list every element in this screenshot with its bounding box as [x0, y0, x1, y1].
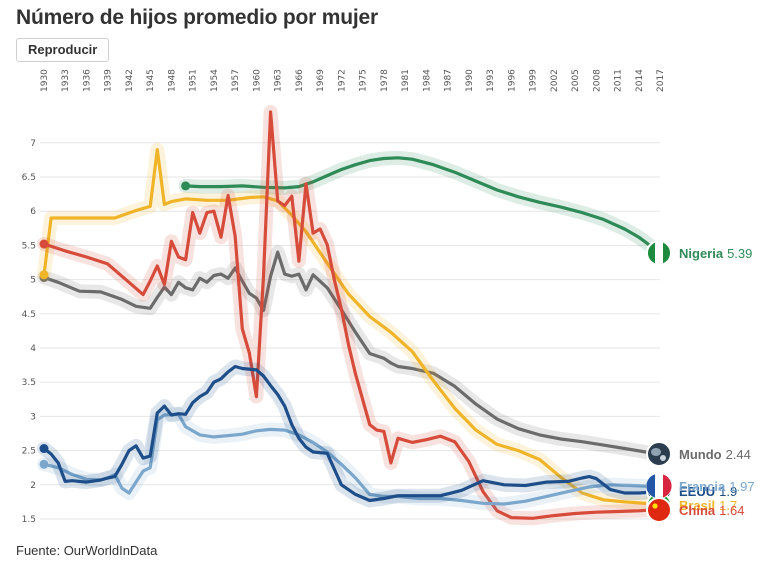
x-tick-label: 1951 [189, 69, 199, 92]
x-tick-label: 1999 [529, 69, 539, 92]
x-tick-label: 2005 [571, 69, 581, 92]
y-tick-label: 6 [30, 207, 36, 217]
x-tick-label: 1963 [274, 69, 284, 92]
y-tick-label: 5.5 [22, 241, 36, 251]
series-eeuu [37, 359, 667, 508]
china-flag [646, 497, 672, 523]
series-line[interactable] [42, 250, 662, 457]
x-tick-label: 1984 [422, 69, 432, 92]
x-tick-label: 1972 [337, 69, 347, 92]
y-tick-label: 4.5 [22, 310, 36, 320]
x-tick-label: 1957 [231, 69, 241, 92]
y-tick-label: 7 [30, 139, 36, 149]
x-tick-label: 2002 [550, 69, 560, 92]
x-tick-label: 1948 [167, 69, 177, 92]
end-label-china: China 1.64 [679, 503, 744, 518]
y-tick-label: 5 [30, 276, 36, 286]
y-tick-label: 2 [30, 481, 36, 491]
x-tick-label: 1939 [104, 69, 114, 92]
end-label-mundo: Mundo 2.44 [679, 447, 751, 462]
x-tick-label: 1975 [359, 69, 369, 92]
x-tick-label: 1966 [295, 69, 305, 92]
series-francia [37, 407, 667, 511]
series-halo [178, 150, 667, 260]
grid-lines [40, 142, 660, 520]
y-tick-label: 6.5 [22, 173, 36, 183]
x-tick-label: 2008 [592, 69, 602, 92]
y-tick-label: 2.5 [22, 447, 36, 457]
series-start-dot [39, 270, 49, 280]
x-tick-label: 1954 [210, 69, 220, 92]
x-tick-label: 1993 [486, 69, 496, 92]
series-start-dot [181, 181, 191, 191]
x-tick-label: 1981 [401, 69, 411, 92]
france-flag [646, 473, 672, 499]
x-tick-label: 1990 [465, 69, 475, 92]
source-note: Fuente: OurWorldInData [16, 543, 158, 558]
x-tick-label: 2017 [656, 69, 666, 92]
nigeria-flag [646, 240, 672, 266]
end-label-nigeria: Nigeria 5.39 [679, 246, 752, 261]
x-tick-label: 1996 [507, 69, 517, 92]
x-tick-label: 1945 [146, 69, 156, 92]
x-tick-label: 2014 [635, 69, 645, 92]
play-button[interactable]: Reproducir [16, 38, 110, 62]
x-tick-label: 1936 [82, 69, 92, 92]
x-axis-ticks: 1930 1933 1936 1939 1942 1945 1948 1951 1954 1957… [40, 69, 666, 92]
y-tick-label: 1.5 [22, 515, 36, 525]
series-line[interactable] [184, 156, 662, 255]
x-tick-label: 1960 [252, 69, 262, 92]
x-tick-label: 1930 [40, 69, 50, 92]
end-label-francia: Francia 1.97 [679, 479, 755, 494]
y-axis-ticks: 1.5 2 2.5 3 3.5 4 4.5 5 5.5 6 6.5 7 [22, 139, 37, 525]
series-line[interactable] [42, 412, 662, 506]
y-tick-label: 4 [30, 344, 36, 354]
chart-title: Número de hijos promedio por mujer [16, 6, 378, 29]
x-tick-label: 1942 [125, 69, 135, 92]
x-tick-label: 1933 [61, 69, 71, 92]
end-label-eeuu: EEUU 1.9 [679, 484, 737, 499]
x-tick-label: 1969 [316, 69, 326, 92]
globe-icon [646, 441, 672, 467]
series-brasil [37, 142, 667, 513]
series-line[interactable] [42, 148, 662, 507]
x-tick-label: 1978 [380, 69, 390, 92]
series-start-dot [39, 239, 49, 249]
series-start-dot [39, 444, 49, 454]
series-line[interactable] [42, 364, 662, 503]
series-nigeria [178, 150, 667, 260]
y-tick-label: 3 [30, 412, 36, 422]
x-tick-label: 1987 [444, 69, 454, 92]
x-tick-label: 2011 [614, 69, 624, 92]
series-lines [37, 105, 667, 526]
y-tick-label: 3.5 [22, 378, 36, 388]
end-label-brasil: Brasil 1.7 [679, 498, 737, 513]
series-start-dot [39, 459, 49, 469]
